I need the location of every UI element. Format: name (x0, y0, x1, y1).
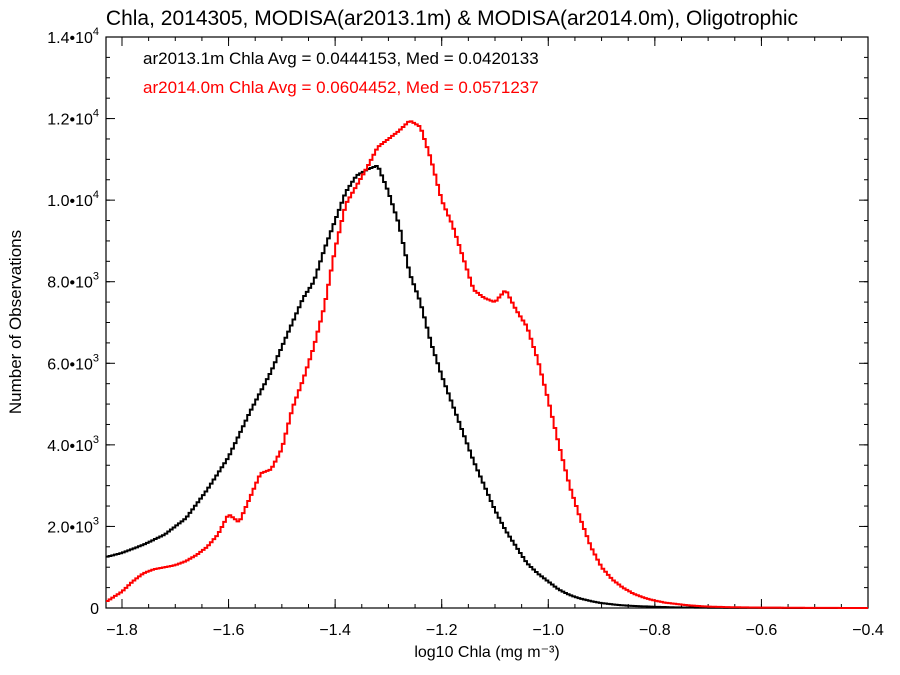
y-tick-label: 1.2•104 (47, 108, 99, 129)
y-tick-mantissa: 1.0•10 (47, 193, 93, 210)
x-axis-label: log10 Chla (mg m⁻³) (414, 644, 559, 661)
x-tick-label: −1.6 (213, 622, 245, 639)
y-tick-exponent: 3 (93, 515, 99, 527)
x-tick-label: −0.4 (852, 622, 884, 639)
series-layer (106, 120, 868, 609)
y-tick-mantissa: 2.0•10 (47, 519, 93, 536)
series-line-1 (106, 120, 868, 609)
y-tick-mantissa: 1.2•10 (47, 112, 93, 129)
y-tick-label: 2.0•103 (47, 515, 99, 536)
y-tick-mantissa: 0 (90, 601, 99, 618)
y-axis: 02.0•1034.0•1036.0•1038.0•1031.0•1041.2•… (47, 26, 868, 618)
y-tick-mantissa: 8.0•10 (47, 275, 93, 292)
x-tick-label: −1.4 (319, 622, 351, 639)
y-tick-exponent: 4 (93, 189, 99, 201)
y-tick-label: 1.4•104 (47, 26, 99, 47)
y-tick-exponent: 3 (93, 352, 99, 364)
y-tick-label: 1.0•104 (47, 189, 99, 210)
y-tick-label: 8.0•103 (47, 271, 99, 292)
x-tick-label: −0.8 (639, 622, 671, 639)
y-tick-label: 4.0•103 (47, 434, 99, 455)
x-tick-label: −1.8 (106, 622, 138, 639)
plot-frame (105, 36, 869, 609)
x-axis: −1.8 −1.6 −1.4 −1.2 −1.0 −0.8 −0.6 −0.4 (106, 37, 884, 639)
x-tick-label: −1.2 (426, 622, 458, 639)
y-tick-mantissa: 1.4•10 (47, 30, 93, 47)
y-tick-exponent: 3 (93, 271, 99, 283)
y-tick-label: 0 (90, 601, 99, 618)
y-tick-mantissa: 4.0•10 (47, 438, 93, 455)
annotation-ar2013: ar2013.1m Chla Avg = 0.0444153, Med = 0.… (143, 49, 539, 68)
y-tick-exponent: 3 (93, 434, 99, 446)
chart-title: Chla, 2014305, MODISA(ar2013.1m) & MODIS… (106, 7, 798, 30)
y-tick-label: 6.0•103 (47, 352, 99, 373)
x-tick-label: −0.6 (746, 622, 778, 639)
y-tick-exponent: 4 (93, 108, 99, 120)
series-line-0 (106, 164, 868, 609)
annotation-ar2014: ar2014.0m Chla Avg = 0.0604452, Med = 0.… (143, 78, 539, 97)
y-tick-mantissa: 6.0•10 (47, 356, 93, 373)
y-axis-label: Number of Observations (6, 230, 25, 414)
x-tick-label: −1.0 (532, 622, 564, 639)
y-tick-exponent: 4 (93, 26, 99, 38)
